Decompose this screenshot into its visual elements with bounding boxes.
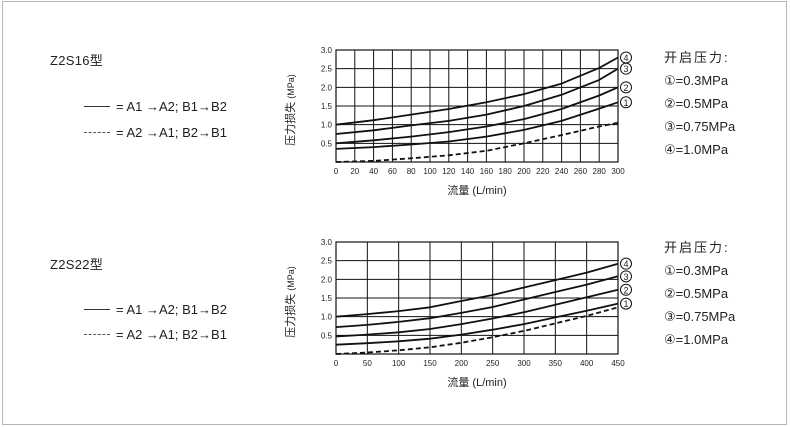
series-name-label: 4	[623, 259, 628, 269]
x-tick-label: 280	[593, 167, 607, 176]
series-name-label: 1	[623, 299, 628, 309]
pressure-item-3: ③=0.75MPa	[664, 309, 736, 324]
series-line	[335, 101, 619, 150]
series-marker-circle	[620, 270, 632, 283]
legend-dashed-text: = A2 →A1; B2→B1	[116, 125, 227, 140]
series-name-label: 1	[623, 98, 628, 108]
series-line	[335, 262, 619, 318]
x-tick-label: 60	[388, 167, 397, 176]
series-marker-circle	[620, 257, 632, 270]
y-axis-label: 压力损失 (MPa)	[283, 74, 297, 146]
x-tick-label: 50	[363, 359, 372, 368]
opening-pressure-list-z2s16: 开启压力: ①=0.3MPa ②=0.5MPa ③=0.75MPa ④=1.0M…	[664, 46, 735, 161]
series-marker-circle	[620, 297, 632, 310]
x-tick-label: 40	[369, 167, 378, 176]
x-tick-label: 150	[423, 359, 437, 368]
plot-border	[335, 49, 619, 163]
x-tick-label: 0	[334, 359, 339, 368]
x-tick-label: 220	[536, 167, 550, 176]
series-line	[335, 86, 619, 145]
x-axis-label: 流量 (L/min)	[447, 375, 506, 389]
series-line	[335, 275, 619, 328]
x-tick-label: 200	[455, 359, 469, 368]
plot-border	[335, 241, 619, 355]
pressure-item-1: ①=0.3MPa	[664, 73, 729, 88]
y-tick-label: 0.5	[321, 331, 333, 340]
x-tick-label: 200	[517, 167, 531, 176]
y-tick-label: 2.0	[321, 275, 333, 284]
x-tick-label: 20	[350, 167, 359, 176]
series-marker-circle	[620, 283, 632, 296]
legend-solid-text: = A1 →A2; B1→B2	[116, 302, 227, 317]
series-name-label: 4	[623, 53, 628, 63]
x-tick-label: 450	[611, 359, 625, 368]
pressure-item-3: ③=0.75MPa	[664, 119, 736, 134]
pressure-item-4: ④=1.0MPa	[664, 332, 729, 347]
y-tick-label: 1.0	[321, 313, 333, 322]
y-axis-label: 压力损失 (MPa)	[283, 266, 297, 338]
legend-solid-line	[84, 309, 110, 310]
x-tick-label: 160	[480, 167, 494, 176]
x-tick-label: 250	[486, 359, 500, 368]
series-line-reverse-flow	[335, 306, 619, 355]
series-name-label: 3	[623, 64, 628, 74]
series-marker-circle	[620, 96, 632, 109]
y-tick-label: 2.5	[321, 65, 333, 74]
legend-solid-z2s16: = A1 →A2; B1→B2	[84, 99, 227, 114]
y-tick-label: 1.5	[321, 294, 333, 303]
x-tick-label: 100	[392, 359, 406, 368]
x-tick-label: 300	[611, 167, 625, 176]
y-tick-label: 1.0	[321, 121, 333, 130]
series-line	[335, 302, 619, 346]
x-tick-label: 100	[423, 167, 437, 176]
x-tick-label: 120	[442, 167, 456, 176]
legend-dashed-line	[84, 132, 110, 133]
x-tick-label: 240	[555, 167, 569, 176]
pressure-loss-chart-z2s22: 0.5 1.0 1.5 2.0 2.5 3.0 0 50 100 150 200 250 300 350 4…	[283, 238, 632, 389]
x-tick-label: 260	[574, 167, 588, 176]
pressure-item-2: ②=0.5MPa	[664, 96, 729, 111]
y-tick-label: 2.5	[321, 257, 333, 266]
pressure-loss-chart-z2s16: 0.5 1.0 1.5 2.0 2.5 3.0 0 20 40 60 80 100 120 140 160 1…	[283, 46, 632, 197]
legend-solid-line	[84, 106, 110, 107]
series-name-label: 3	[623, 272, 628, 282]
y-tick-label: 2.0	[321, 83, 333, 92]
x-tick-label: 80	[407, 167, 416, 176]
series-name-label: 2	[623, 83, 628, 93]
legend-dashed-z2s16: = A2 →A1; B2→B1	[84, 125, 227, 140]
pressure-item-4: ④=1.0MPa	[664, 142, 729, 157]
series-line-reverse-flow	[335, 121, 619, 163]
x-tick-label: 400	[580, 359, 594, 368]
model-label-z2s16: Z2S16型	[50, 53, 104, 68]
legend-solid-z2s22: = A1 →A2; B1→B2	[84, 302, 227, 317]
legend-solid-text: = A1 →A2; B1→B2	[116, 99, 227, 114]
model-label-z2s22: Z2S22型	[50, 257, 104, 272]
legend-dashed-line	[84, 334, 110, 335]
x-tick-label: 300	[517, 359, 531, 368]
pressure-item-1: ①=0.3MPa	[664, 263, 729, 278]
series-marker-circle	[620, 81, 632, 94]
legend-dashed-text: = A2 →A1; B2→B1	[116, 327, 227, 342]
x-tick-label: 140	[461, 167, 475, 176]
x-tick-label: 180	[499, 167, 513, 176]
series-line	[335, 67, 619, 135]
x-tick-label: 350	[549, 359, 563, 368]
opening-pressure-title: 开启压力:	[664, 240, 730, 255]
y-tick-label: 3.0	[321, 46, 333, 55]
series-name-label: 2	[623, 285, 628, 295]
opening-pressure-list-z2s22: 开启压力: ①=0.3MPa ②=0.5MPa ③=0.75MPa ④=1.0M…	[664, 236, 735, 351]
x-tick-label: 0	[334, 167, 339, 176]
series-marker-circle	[620, 62, 632, 75]
x-axis-label: 流量 (L/min)	[447, 183, 506, 197]
series-line	[335, 56, 619, 126]
opening-pressure-title: 开启压力:	[664, 50, 730, 65]
legend-dashed-z2s22: = A2 →A1; B2→B1	[84, 327, 227, 342]
pressure-item-2: ②=0.5MPa	[664, 286, 729, 301]
y-tick-label: 0.5	[321, 139, 333, 148]
series-line	[335, 288, 619, 338]
y-tick-label: 1.5	[321, 102, 333, 111]
y-tick-label: 3.0	[321, 238, 333, 247]
